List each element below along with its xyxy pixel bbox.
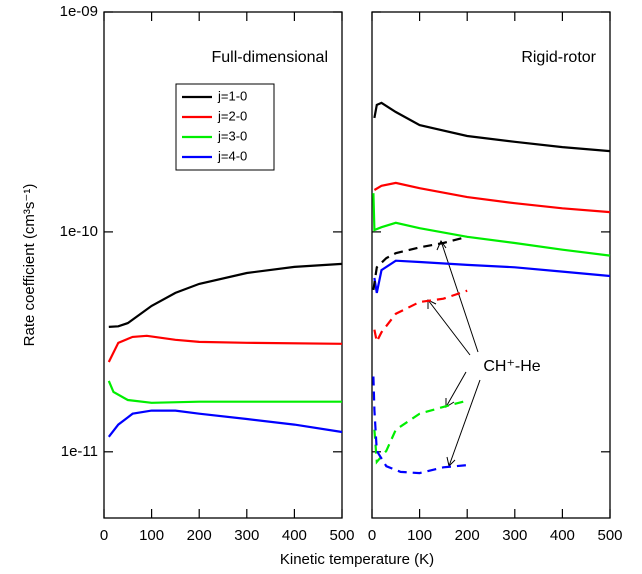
dashed-curve (373, 289, 468, 345)
dashed-curve (373, 399, 468, 465)
curve (107, 334, 343, 363)
legend-box (175, 83, 275, 171)
x-tick-label: 500 (597, 527, 622, 544)
legend-label: j=2-0 (217, 108, 247, 123)
annotation-arrows (427, 239, 481, 467)
x-tick-label: 400 (550, 527, 575, 544)
x-tick-label: 300 (502, 527, 527, 544)
panel-title: Full-dimensional (212, 49, 329, 66)
curve (108, 262, 343, 328)
legend-label: j=4-0 (217, 148, 247, 163)
panel-title: Rigid-rotor (521, 49, 596, 66)
x-axis-label: Kinetic temperature (K) (280, 551, 434, 568)
curve (372, 193, 611, 257)
x-tick-label: 200 (187, 527, 212, 544)
plot-frame (371, 11, 611, 519)
y-tick-label: 1e-10 (60, 223, 98, 240)
dashed-curve (372, 235, 468, 291)
annotation: CH⁺-He (483, 358, 540, 375)
y-axis-label: Rate coefficient (cm³s⁻¹) (21, 184, 38, 347)
curve (373, 259, 611, 294)
curve (373, 101, 611, 153)
legend-label: j=3-0 (217, 128, 247, 143)
x-tick-label: 0 (100, 527, 108, 544)
x-tick-label: 0 (368, 527, 376, 544)
curve (107, 409, 343, 438)
dashed-curve (372, 376, 468, 475)
y-tick-label: 1e-09 (60, 3, 98, 20)
x-tick-label: 500 (329, 527, 354, 544)
curve (373, 181, 611, 214)
x-tick-label: 100 (407, 527, 432, 544)
curve (107, 380, 342, 404)
x-tick-label: 100 (139, 527, 164, 544)
x-tick-label: 400 (282, 527, 307, 544)
y-tick-label: 1e-11 (61, 443, 98, 460)
x-tick-label: 200 (455, 527, 480, 544)
x-tick-label: 300 (234, 527, 259, 544)
legend-label: j=1-0 (217, 88, 247, 103)
